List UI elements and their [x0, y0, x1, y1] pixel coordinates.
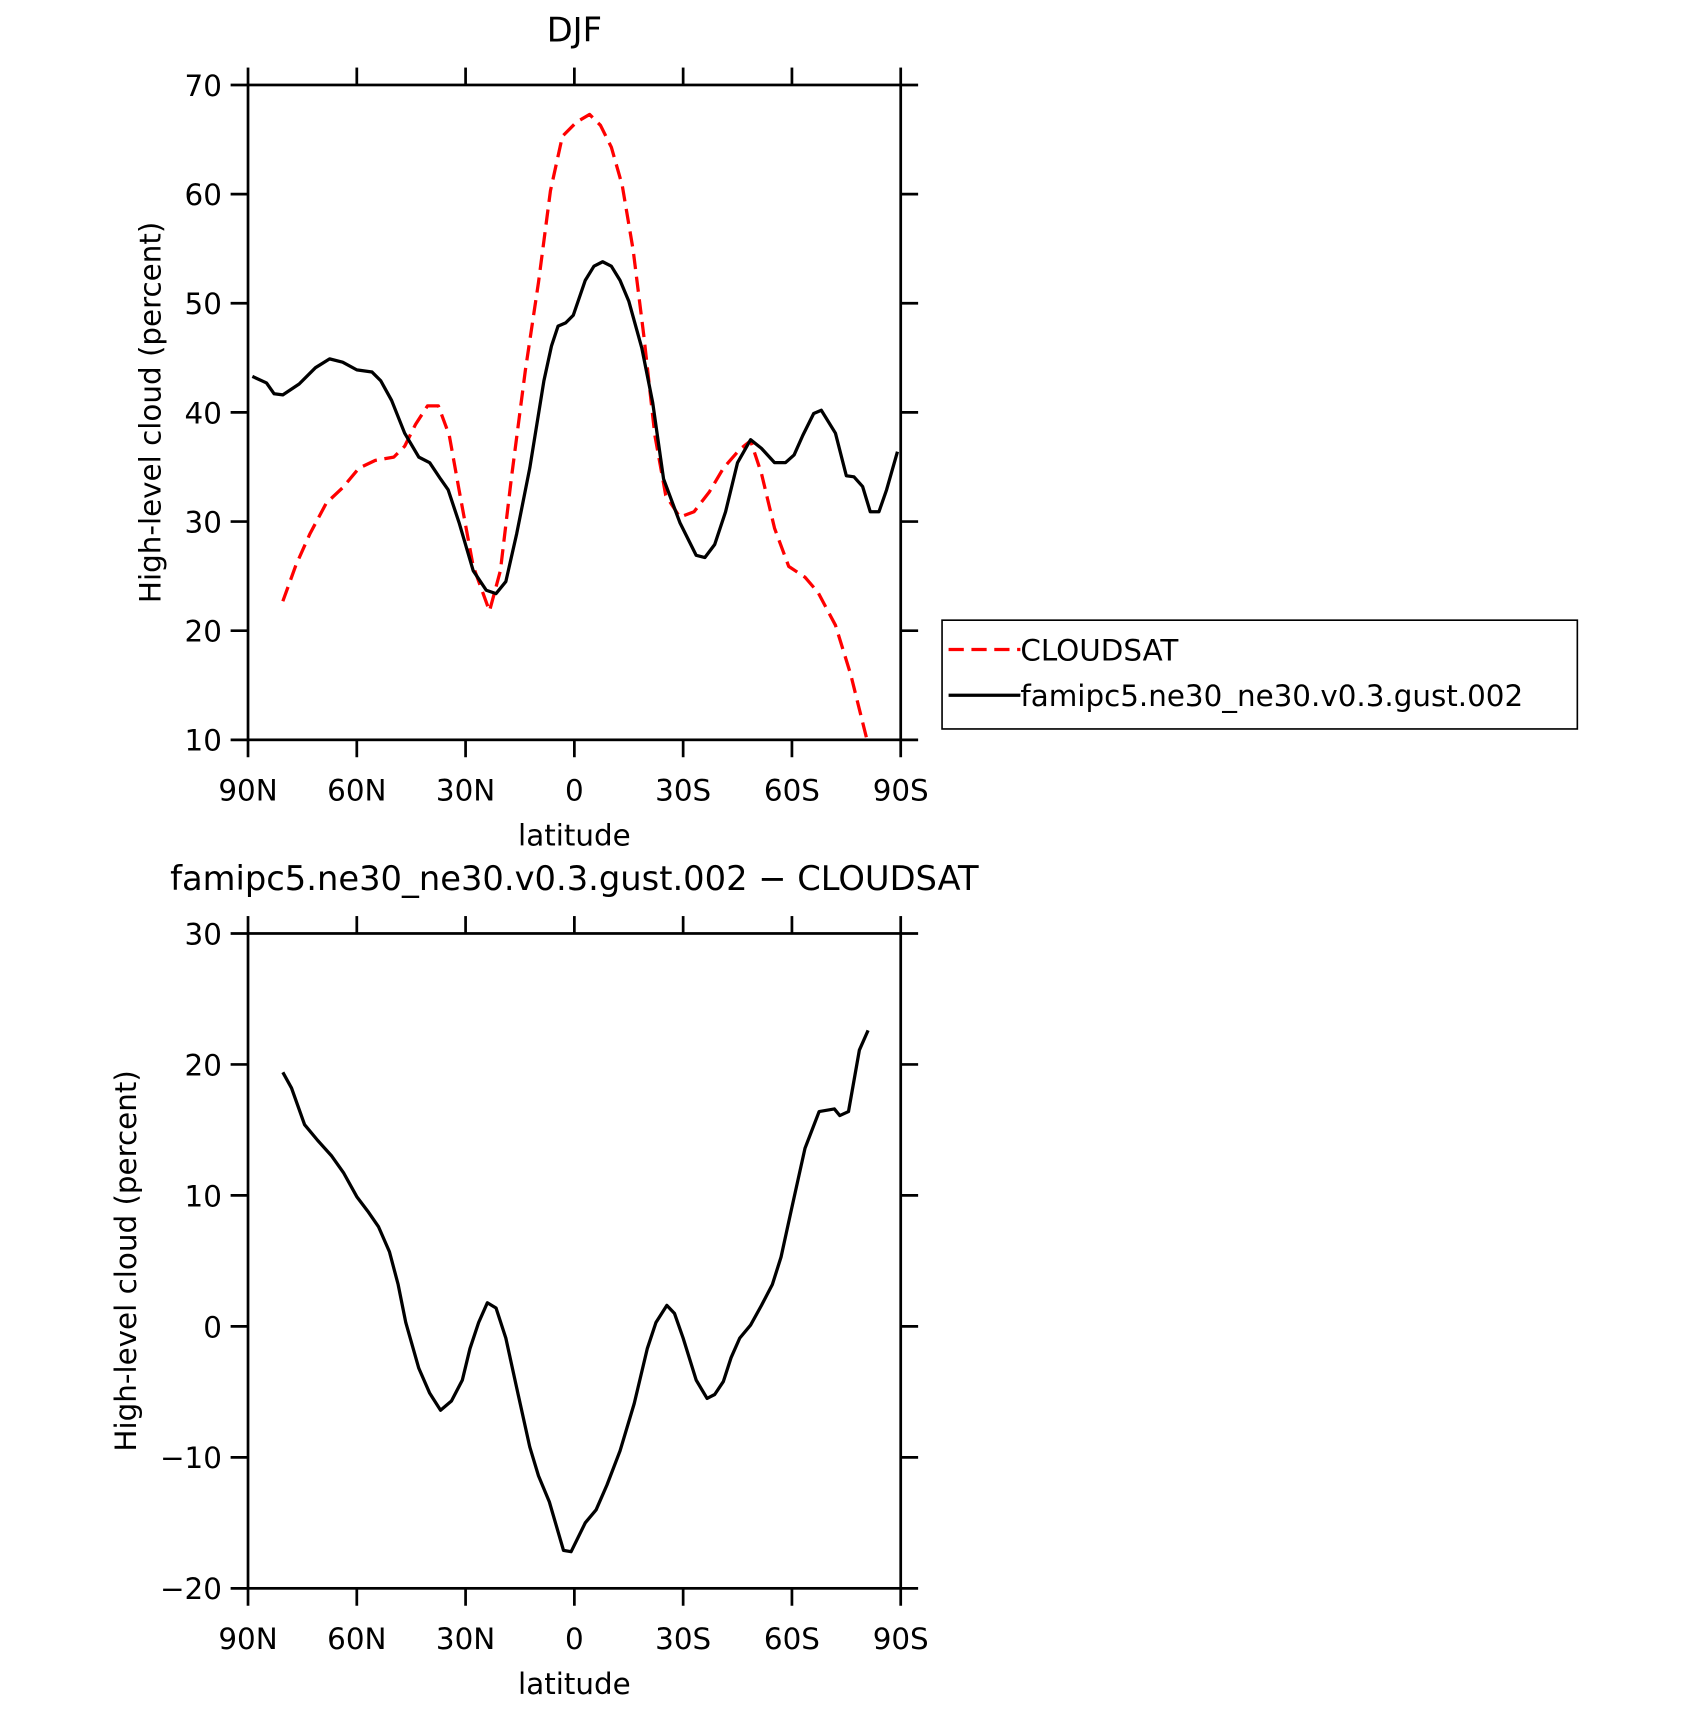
data-line	[281, 112, 869, 741]
x-tick-label: 60S	[764, 774, 820, 808]
data-line	[251, 260, 900, 596]
y-tick-label: 20	[185, 615, 222, 649]
legend-label: famipc5.ne30_ne30.v0.3.gust.002	[1020, 679, 1523, 713]
y-axis-label: High-level cloud (percent)	[109, 1070, 143, 1451]
x-tick-label: 30S	[655, 774, 711, 808]
data-line	[281, 1029, 870, 1554]
x-tick-label: 0	[565, 774, 584, 808]
y-tick-label: 60	[185, 178, 222, 212]
y-tick-label: 30	[185, 917, 222, 951]
chart-title: DJF	[547, 10, 602, 49]
y-tick-label: 40	[185, 396, 222, 430]
y-tick-label: 10	[185, 1179, 222, 1213]
chart-title: famipc5.ne30_ne30.v0.3.gust.002 − CLOUDS…	[170, 859, 979, 898]
plot-frame	[246, 83, 903, 742]
x-axis-label: latitude	[518, 818, 631, 852]
y-axis-label: High-level cloud (percent)	[134, 222, 168, 603]
x-tick-label: 30N	[436, 1622, 495, 1656]
y-tick-label: 30	[185, 505, 222, 539]
y-tick-label: 0	[203, 1310, 222, 1344]
x-tick-label: 60N	[327, 774, 386, 808]
x-tick-label: 90N	[218, 774, 277, 808]
y-tick-label: −20	[160, 1572, 222, 1606]
y-tick-label: −10	[160, 1441, 222, 1475]
x-tick-label: 90S	[873, 1622, 929, 1656]
x-axis-label: latitude	[518, 1667, 631, 1701]
x-tick-label: 90N	[218, 1622, 277, 1656]
y-tick-label: 10	[185, 724, 222, 758]
x-tick-label: 30N	[436, 774, 495, 808]
x-tick-label: 60S	[764, 1622, 820, 1656]
x-tick-label: 30S	[655, 1622, 711, 1656]
y-tick-label: 50	[185, 287, 222, 321]
plot-frame	[246, 932, 903, 1590]
x-tick-label: 90S	[873, 774, 929, 808]
y-tick-label: 70	[185, 69, 222, 103]
legend-box	[941, 619, 1579, 730]
y-tick-label: 20	[185, 1048, 222, 1082]
x-tick-label: 60N	[327, 1622, 386, 1656]
x-tick-label: 0	[565, 1622, 584, 1656]
legend-label: CLOUDSAT	[1020, 633, 1179, 667]
